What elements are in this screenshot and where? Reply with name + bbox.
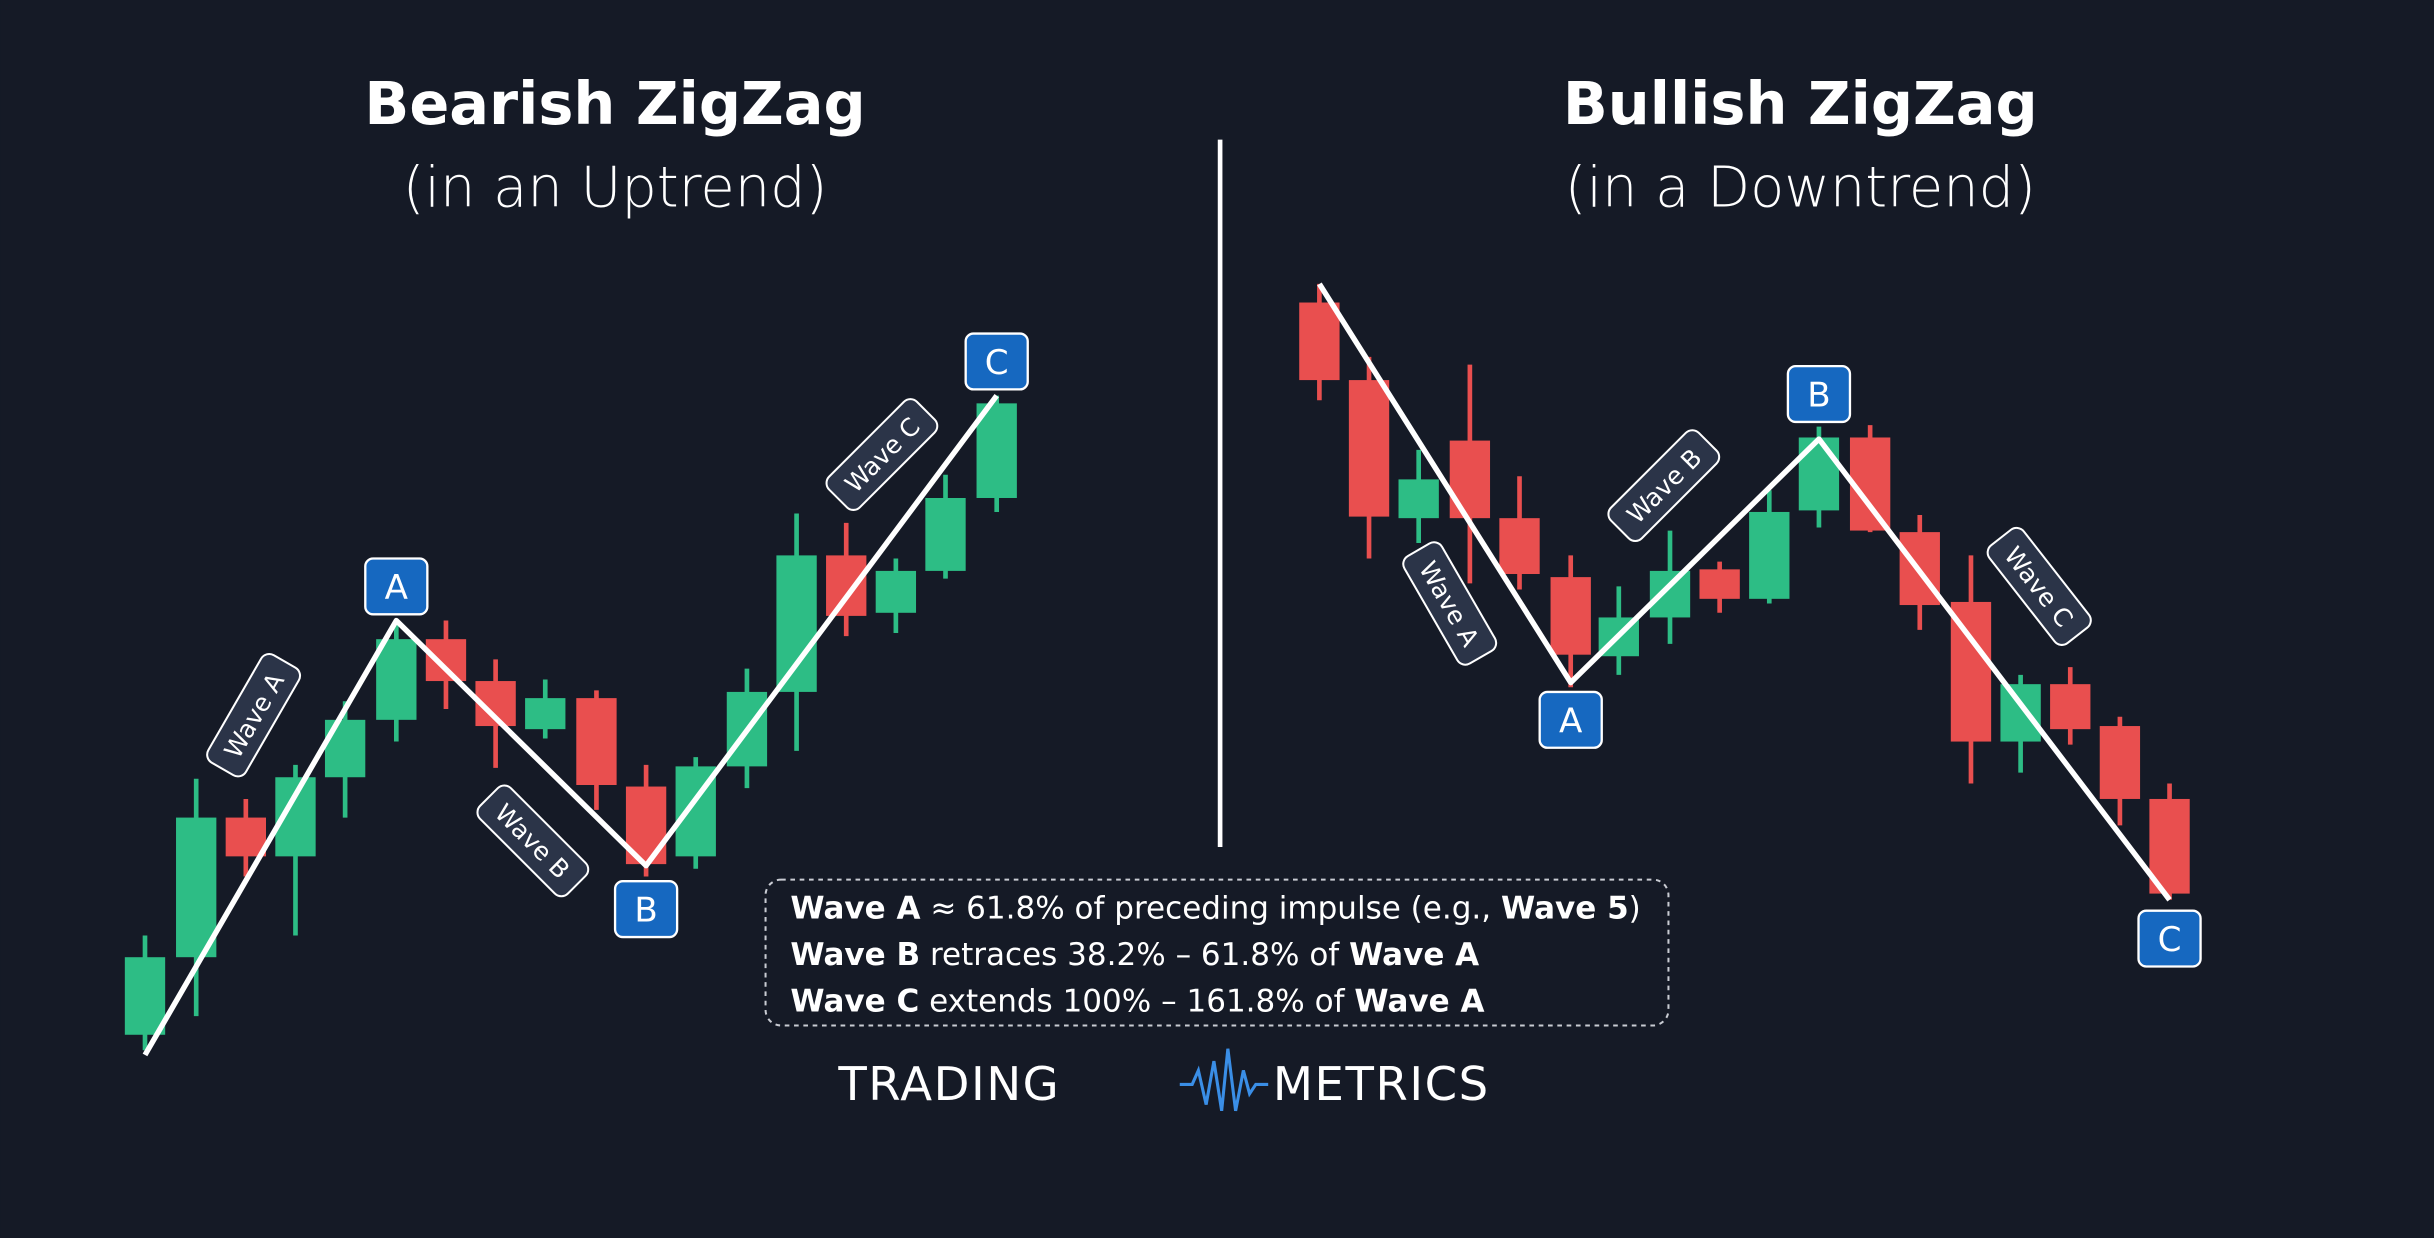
point-label: A [385,568,409,608]
logo-left: TRADING [837,1057,1060,1111]
candle-body [1749,511,1790,599]
candle-body [1499,518,1540,575]
point-badge [1538,690,1603,749]
rule-line: Wave C extends 100% – 161.8% of Wave A [790,983,1484,1019]
point-label: B [634,891,657,931]
rule-term: Wave 5 [1501,890,1629,926]
rule-term: Wave A [1349,937,1479,973]
point-label: A [1559,701,1583,741]
candles [124,283,2190,1051]
point-badge [1786,364,1852,424]
point-label: B [1807,375,1830,415]
rule-line: Wave A ≈ 61.8% of preceding impulse (e.g… [790,890,1640,926]
point-badge [613,880,679,939]
candle-body [2050,684,2091,730]
candle-body [1550,577,1591,655]
wave-tag-box [206,652,302,778]
wave-tag-box [1607,429,1721,542]
candle-body [176,817,217,958]
rule-text: ≈ 61.8% of preceding impulse (e.g., [920,890,1501,926]
candle-body [776,555,817,692]
right-title: Bullish ZigZag [1563,69,2038,138]
candle-body [2000,684,2041,742]
candle-body [976,403,1017,498]
rule-text: extends 100% – 161.8% of [919,983,1354,1019]
point-label: C [2158,920,2182,960]
candle-body [1699,569,1740,599]
rule-text: retraces 38.2% – 61.8% of [920,937,1349,973]
right-subtitle: (in a Downtrend) [1565,155,2036,220]
wave-tag-box [1986,526,2092,646]
rule-term: Wave A [790,890,920,926]
candle-body [225,817,267,857]
point-badge [964,332,1029,391]
logo-right: METRICS [1273,1057,1490,1111]
point-badge [364,557,429,616]
candle-body [875,570,917,613]
candle-body [925,497,966,571]
wave-tag: Wave B [476,784,590,898]
rule-line: Wave B retraces 38.2% – 61.8% of Wave A [790,937,1479,973]
point-label: C [985,343,1009,383]
candle-body [376,639,417,720]
zigzag-line [142,393,999,1057]
left-subtitle: (in an Uptrend) [403,155,828,220]
candle-body [425,639,467,682]
candle-body [1348,380,1390,517]
rule-term: Wave B [790,937,920,973]
wave-tag-box [476,784,590,898]
candle-body [1849,437,1891,531]
candle-body [1299,302,1340,381]
candle-body [1649,570,1691,618]
zigzag-line [1317,282,2172,902]
candle-body [826,555,867,616]
rules-box [764,878,1670,1027]
logo-icon [1179,1048,1269,1112]
left-title: Bearish ZigZag [364,69,865,138]
rule-text: ) [1629,890,1641,926]
rule-term: Wave A [1354,983,1484,1019]
wave-tag-box [1402,541,1498,666]
candle-body [124,957,166,1035]
rule-term: Wave C [790,983,919,1019]
candle-body [2099,726,2141,799]
candle-body [1798,437,1840,511]
candle-body [525,698,566,730]
candle-body [576,698,617,785]
point-badge [2137,909,2202,968]
wave-tag-box [825,398,939,511]
candle-body [1398,479,1439,519]
rules: Wave A ≈ 61.8% of preceding impulse (e.g… [790,890,1640,1019]
candle-body [1449,440,1491,519]
